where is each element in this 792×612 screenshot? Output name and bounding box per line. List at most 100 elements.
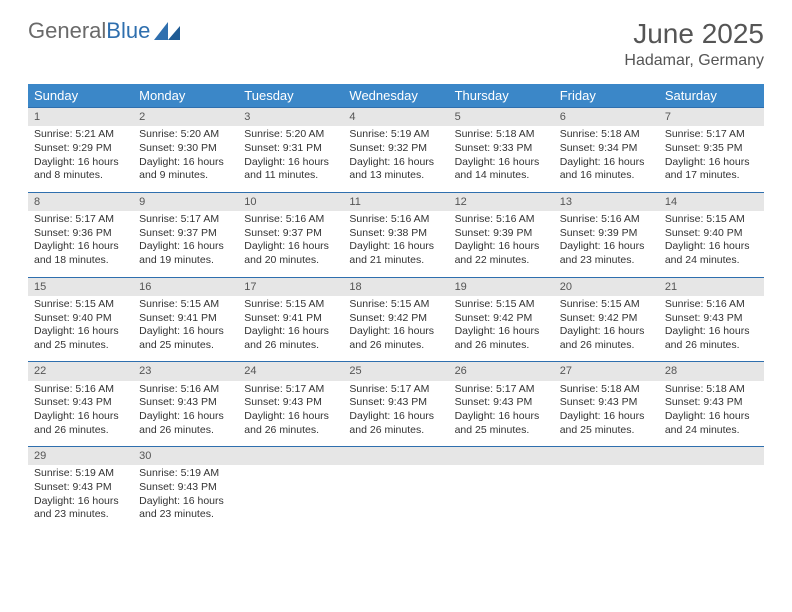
sunrise-text: Sunrise: 5:17 AM <box>244 383 337 397</box>
day-number-cell: 16 <box>133 277 238 296</box>
sunrise-text: Sunrise: 5:15 AM <box>139 298 232 312</box>
sunrise-text: Sunrise: 5:16 AM <box>244 213 337 227</box>
day-number-cell: 17 <box>238 277 343 296</box>
weekday-header: Thursday <box>449 84 554 108</box>
brand-text: GeneralBlue <box>28 18 150 44</box>
sunset-text: Sunset: 9:43 PM <box>244 396 337 410</box>
sunrise-text: Sunrise: 5:15 AM <box>244 298 337 312</box>
day-content-cell <box>343 465 448 531</box>
daylight-text: Daylight: 16 hours and 17 minutes. <box>665 156 758 183</box>
sunset-text: Sunset: 9:43 PM <box>139 481 232 495</box>
sunrise-text: Sunrise: 5:17 AM <box>349 383 442 397</box>
daynum-row: 1234567 <box>28 108 764 127</box>
daylight-text: Daylight: 16 hours and 14 minutes. <box>455 156 548 183</box>
sunset-text: Sunset: 9:43 PM <box>139 396 232 410</box>
day-content-cell: Sunrise: 5:18 AMSunset: 9:43 PMDaylight:… <box>659 381 764 447</box>
daylight-text: Daylight: 16 hours and 19 minutes. <box>139 240 232 267</box>
daylight-text: Daylight: 16 hours and 26 minutes. <box>244 410 337 437</box>
day-content-cell <box>659 465 764 531</box>
sunset-text: Sunset: 9:43 PM <box>560 396 653 410</box>
brand-mark-icon <box>154 22 180 40</box>
weekday-header: Friday <box>554 84 659 108</box>
daylight-text: Daylight: 16 hours and 24 minutes. <box>665 410 758 437</box>
sunrise-text: Sunrise: 5:16 AM <box>665 298 758 312</box>
day-content-cell: Sunrise: 5:21 AMSunset: 9:29 PMDaylight:… <box>28 126 133 192</box>
sunset-text: Sunset: 9:39 PM <box>455 227 548 241</box>
day-number-cell <box>343 447 448 466</box>
brand-word1: General <box>28 18 106 43</box>
day-number-cell <box>449 447 554 466</box>
daylight-text: Daylight: 16 hours and 26 minutes. <box>665 325 758 352</box>
day-content-cell: Sunrise: 5:15 AMSunset: 9:42 PMDaylight:… <box>343 296 448 362</box>
sunrise-text: Sunrise: 5:20 AM <box>244 128 337 142</box>
sunrise-text: Sunrise: 5:16 AM <box>560 213 653 227</box>
location-label: Hadamar, Germany <box>624 52 764 70</box>
day-content-cell: Sunrise: 5:19 AMSunset: 9:43 PMDaylight:… <box>133 465 238 531</box>
weekday-header: Wednesday <box>343 84 448 108</box>
daynum-row: 22232425262728 <box>28 362 764 381</box>
sunrise-text: Sunrise: 5:18 AM <box>665 383 758 397</box>
day-content-cell: Sunrise: 5:17 AMSunset: 9:43 PMDaylight:… <box>449 381 554 447</box>
daylight-text: Daylight: 16 hours and 16 minutes. <box>560 156 653 183</box>
daylight-text: Daylight: 16 hours and 26 minutes. <box>560 325 653 352</box>
sunrise-text: Sunrise: 5:17 AM <box>34 213 127 227</box>
day-number-cell: 14 <box>659 192 764 211</box>
daylight-text: Daylight: 16 hours and 26 minutes. <box>349 325 442 352</box>
sunset-text: Sunset: 9:33 PM <box>455 142 548 156</box>
day-number-cell: 7 <box>659 108 764 127</box>
weekday-header: Tuesday <box>238 84 343 108</box>
day-number-cell: 13 <box>554 192 659 211</box>
daylight-text: Daylight: 16 hours and 21 minutes. <box>349 240 442 267</box>
day-number-cell: 24 <box>238 362 343 381</box>
sunrise-text: Sunrise: 5:20 AM <box>139 128 232 142</box>
day-content-cell <box>554 465 659 531</box>
day-number-cell: 5 <box>449 108 554 127</box>
sunrise-text: Sunrise: 5:17 AM <box>139 213 232 227</box>
sunset-text: Sunset: 9:29 PM <box>34 142 127 156</box>
day-content-cell: Sunrise: 5:16 AMSunset: 9:43 PMDaylight:… <box>659 296 764 362</box>
day-number-cell: 21 <box>659 277 764 296</box>
sunset-text: Sunset: 9:43 PM <box>665 396 758 410</box>
sunset-text: Sunset: 9:37 PM <box>244 227 337 241</box>
sunset-text: Sunset: 9:42 PM <box>349 312 442 326</box>
day-number-cell: 9 <box>133 192 238 211</box>
day-content-cell: Sunrise: 5:15 AMSunset: 9:40 PMDaylight:… <box>28 296 133 362</box>
daylight-text: Daylight: 16 hours and 25 minutes. <box>139 325 232 352</box>
day-number-cell: 15 <box>28 277 133 296</box>
day-number-cell: 25 <box>343 362 448 381</box>
day-number-cell: 12 <box>449 192 554 211</box>
day-number-cell <box>554 447 659 466</box>
day-content-cell: Sunrise: 5:17 AMSunset: 9:35 PMDaylight:… <box>659 126 764 192</box>
sunrise-text: Sunrise: 5:18 AM <box>560 128 653 142</box>
day-content-cell: Sunrise: 5:15 AMSunset: 9:42 PMDaylight:… <box>449 296 554 362</box>
calendar-table: Sunday Monday Tuesday Wednesday Thursday… <box>28 84 764 531</box>
sunset-text: Sunset: 9:41 PM <box>244 312 337 326</box>
daylight-text: Daylight: 16 hours and 26 minutes. <box>139 410 232 437</box>
day-number-cell: 23 <box>133 362 238 381</box>
content-row: Sunrise: 5:16 AMSunset: 9:43 PMDaylight:… <box>28 381 764 447</box>
sunrise-text: Sunrise: 5:15 AM <box>560 298 653 312</box>
sunrise-text: Sunrise: 5:16 AM <box>349 213 442 227</box>
day-content-cell: Sunrise: 5:16 AMSunset: 9:37 PMDaylight:… <box>238 211 343 277</box>
day-content-cell: Sunrise: 5:18 AMSunset: 9:43 PMDaylight:… <box>554 381 659 447</box>
day-content-cell: Sunrise: 5:20 AMSunset: 9:30 PMDaylight:… <box>133 126 238 192</box>
daylight-text: Daylight: 16 hours and 20 minutes. <box>244 240 337 267</box>
day-number-cell: 20 <box>554 277 659 296</box>
weekday-header: Saturday <box>659 84 764 108</box>
day-content-cell <box>238 465 343 531</box>
day-content-cell: Sunrise: 5:16 AMSunset: 9:38 PMDaylight:… <box>343 211 448 277</box>
daylight-text: Daylight: 16 hours and 26 minutes. <box>455 325 548 352</box>
daylight-text: Daylight: 16 hours and 26 minutes. <box>34 410 127 437</box>
sunrise-text: Sunrise: 5:15 AM <box>34 298 127 312</box>
daylight-text: Daylight: 16 hours and 26 minutes. <box>349 410 442 437</box>
day-number-cell <box>238 447 343 466</box>
sunrise-text: Sunrise: 5:21 AM <box>34 128 127 142</box>
day-content-cell: Sunrise: 5:17 AMSunset: 9:36 PMDaylight:… <box>28 211 133 277</box>
day-number-cell: 6 <box>554 108 659 127</box>
day-number-cell: 30 <box>133 447 238 466</box>
day-content-cell: Sunrise: 5:18 AMSunset: 9:33 PMDaylight:… <box>449 126 554 192</box>
daylight-text: Daylight: 16 hours and 23 minutes. <box>139 495 232 522</box>
daylight-text: Daylight: 16 hours and 25 minutes. <box>560 410 653 437</box>
daynum-row: 2930 <box>28 447 764 466</box>
day-number-cell: 19 <box>449 277 554 296</box>
